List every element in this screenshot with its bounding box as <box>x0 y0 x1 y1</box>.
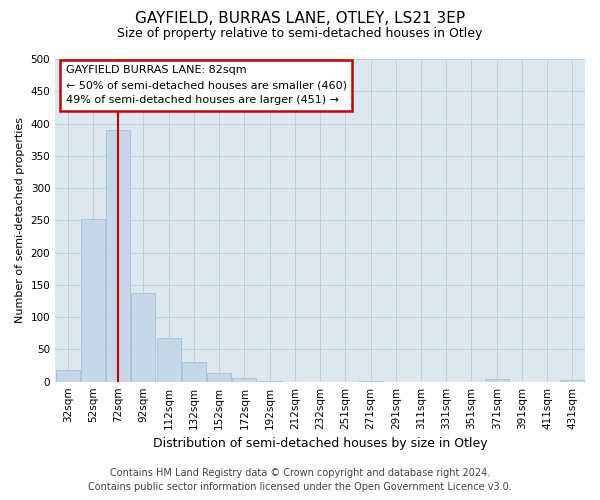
X-axis label: Distribution of semi-detached houses by size in Otley: Distribution of semi-detached houses by … <box>153 437 487 450</box>
Bar <box>106 130 130 382</box>
Bar <box>560 380 584 382</box>
Bar <box>81 219 105 382</box>
Text: Size of property relative to semi-detached houses in Otley: Size of property relative to semi-detach… <box>118 28 482 40</box>
Text: GAYFIELD BURRAS LANE: 82sqm
← 50% of semi-detached houses are smaller (460)
49% : GAYFIELD BURRAS LANE: 82sqm ← 50% of sem… <box>66 66 347 105</box>
Y-axis label: Number of semi-detached properties: Number of semi-detached properties <box>15 118 25 324</box>
Bar <box>182 362 206 382</box>
Bar <box>485 379 509 382</box>
Text: Contains HM Land Registry data © Crown copyright and database right 2024.
Contai: Contains HM Land Registry data © Crown c… <box>88 468 512 492</box>
Bar <box>131 292 155 382</box>
Bar <box>56 370 80 382</box>
Bar <box>157 338 181 382</box>
Bar <box>257 381 281 382</box>
Bar <box>232 378 256 382</box>
Bar <box>359 381 383 382</box>
Text: GAYFIELD, BURRAS LANE, OTLEY, LS21 3EP: GAYFIELD, BURRAS LANE, OTLEY, LS21 3EP <box>135 11 465 26</box>
Bar <box>207 372 231 382</box>
